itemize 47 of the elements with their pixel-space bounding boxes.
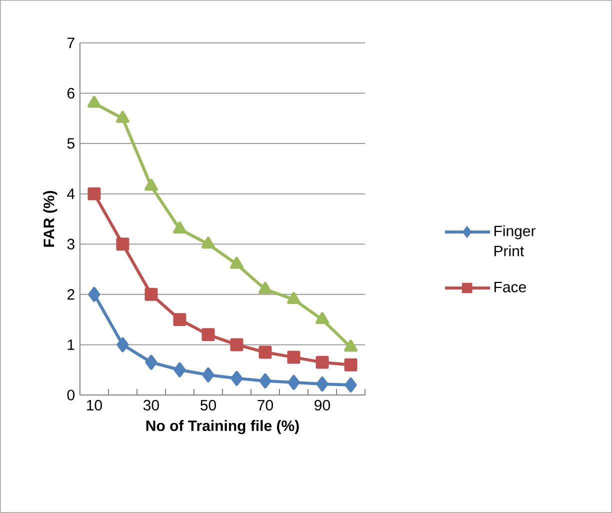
point	[202, 236, 215, 249]
y-tick-label: 6	[67, 88, 74, 99]
y-tick-label: 3	[67, 238, 74, 250]
point	[344, 358, 358, 372]
x-tick-label: 30	[143, 400, 159, 411]
point	[174, 362, 186, 378]
point	[116, 110, 130, 123]
y-tick-label: 7	[67, 38, 74, 48]
point	[316, 376, 328, 392]
point	[288, 374, 300, 390]
point	[230, 256, 244, 269]
point	[316, 312, 329, 324]
x-tick-label: 10	[86, 400, 102, 411]
point	[230, 370, 243, 386]
point	[173, 313, 186, 326]
point	[287, 292, 300, 304]
point	[145, 354, 158, 370]
point	[144, 178, 158, 191]
point	[259, 373, 272, 388]
y-tick-label: 4	[67, 188, 75, 199]
x-tick-label: 50	[200, 400, 216, 411]
point	[258, 282, 272, 294]
point	[258, 346, 272, 359]
point	[202, 367, 214, 382]
y-tick-label: 2	[67, 289, 74, 300]
point	[287, 350, 300, 364]
point	[88, 187, 101, 200]
point	[144, 288, 158, 301]
x-tick-label: 90	[314, 400, 330, 411]
point	[344, 377, 357, 392]
y-tick-label: 0	[67, 390, 74, 400]
x-tick-label: 70	[258, 400, 273, 411]
point	[88, 96, 101, 108]
legend-label: Finger Print	[494, 225, 536, 256]
point	[116, 238, 130, 251]
y-tick-label: 5	[67, 138, 74, 149]
point	[316, 356, 329, 369]
point	[202, 328, 215, 342]
legend-label: Face	[494, 282, 526, 292]
point	[88, 286, 100, 302]
x-axis-title: No of Training file (%)	[146, 420, 299, 434]
point	[344, 340, 358, 352]
point	[173, 222, 186, 234]
y-tick-label: 1	[68, 340, 74, 350]
point	[116, 337, 129, 352]
point	[230, 338, 244, 352]
y-axis-title: FAR (%)	[43, 190, 58, 247]
